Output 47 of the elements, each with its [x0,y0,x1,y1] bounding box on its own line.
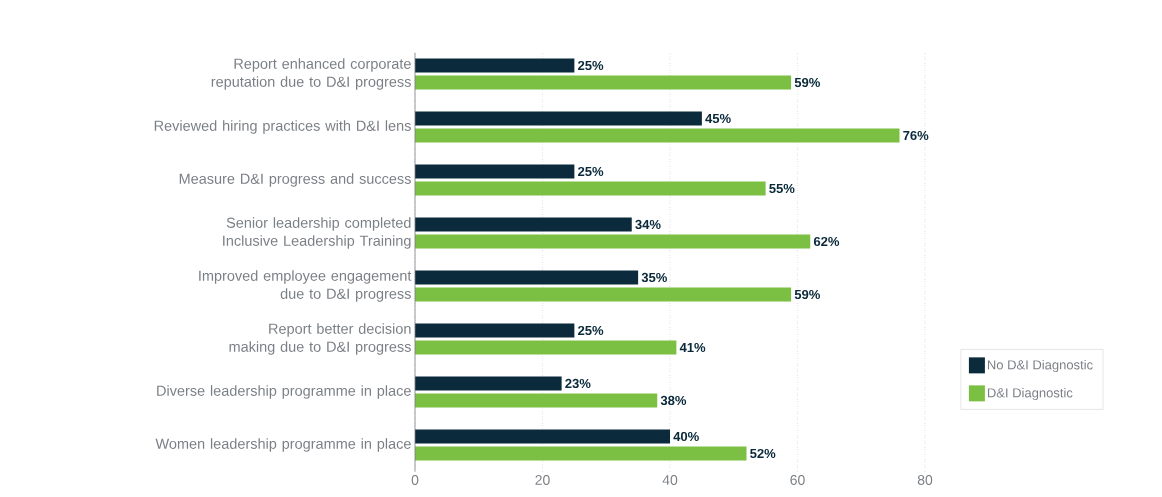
bar [415,217,632,232]
data-label: 25% [578,325,604,336]
x-tick-label: 20 [535,475,550,485]
data-label: 35% [641,272,667,283]
x-tick-label: 0 [411,475,419,485]
x-tick-label: 80 [917,475,933,485]
data-label: 41% [679,342,706,353]
bar [415,376,562,391]
legend-label: No D&I Diagnostic [987,359,1093,373]
data-label: 45% [705,113,731,124]
x-tick-label: 40 [662,475,678,485]
bar [415,393,658,408]
bar [415,270,639,285]
bar [415,446,747,461]
y-tick-label: Senior leadership completed Inclusive Leadership Training [223,217,411,249]
y-tick-label: Report better decision making due to D&I progress [229,323,411,355]
bar [415,164,575,179]
data-label: 38% [660,395,687,406]
y-tick-label: Report enhanced corporate reputation due to D&I progress [211,58,411,90]
data-label: 25% [578,166,604,177]
bar [415,287,792,302]
bar [415,111,702,126]
data-label: 52% [750,448,776,459]
data-label: 62% [813,236,840,247]
bar [415,340,677,355]
y-tick-label: Women leadership programme in place [155,438,411,452]
data-label: 40% [673,431,699,442]
y-tick-label: Measure D&I progress and success [179,173,411,187]
bar [415,429,670,444]
y-tick-label: Diverse leadership programme in place [157,385,411,399]
data-label: 59% [794,289,820,300]
bar [415,181,766,196]
bar [415,58,575,73]
bar [415,75,792,90]
data-label: 23% [565,378,591,389]
bar [415,323,575,338]
data-label: 59% [794,77,820,88]
y-tick-label: Improved employee engagement due to D&I progress [199,270,412,302]
data-label: 34% [635,219,661,230]
data-label: 76% [903,130,929,141]
bar [415,234,811,249]
x-tick-label: 60 [790,475,805,485]
legend-label: D&I Diagnostic [987,387,1073,401]
bar [415,128,900,143]
data-label: 55% [769,183,795,194]
data-label: 25% [578,60,604,71]
y-tick-label: Reviewed hiring practices with D&I lens [154,120,411,134]
